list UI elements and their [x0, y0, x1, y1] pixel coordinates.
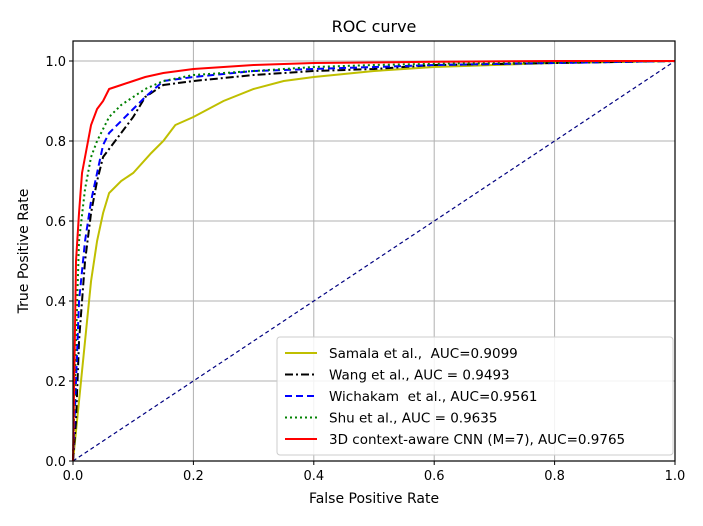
chart-title: ROC curve: [332, 17, 417, 36]
legend-box: [276, 336, 674, 456]
roc-curve-3: [72, 60, 676, 462]
legend-label: Wichakam et al., AUC=0.9561: [329, 389, 538, 405]
ticks: 0.0 0.2 0.4 0.6 0.8 1.0 0.0 0.2 0.4 0.6 0.8 1.0: [45, 55, 685, 484]
legend-label: 3D context-aware CNN (M=7), AUC=0.9765: [329, 432, 625, 448]
roc-curve-2: [72, 60, 676, 462]
legend-label: Samala et al., AUC=0.9099: [329, 346, 518, 362]
y-tick-label: 0.0: [45, 455, 66, 470]
x-axis-label: False Positive Rate: [309, 491, 439, 507]
x-tick-label: 0.8: [544, 469, 565, 484]
legend-label: Shu et al., AUC = 0.9635: [329, 411, 497, 427]
roc-curve-1: [72, 60, 676, 462]
legend: Samala et al., AUC=0.9099 Wang et al., AU…: [276, 336, 674, 456]
x-tick-label: 1.0: [665, 469, 686, 484]
legend-label: Wang et al., AUC = 0.9493: [329, 368, 510, 384]
roc-curve-4: [72, 60, 676, 462]
y-tick-label: 0.2: [45, 375, 66, 390]
x-tick-label: 0.6: [424, 469, 445, 484]
y-tick-label: 0.8: [45, 135, 66, 150]
x-tick-label: 0.0: [63, 469, 84, 484]
y-axis-label: True Positive Rate: [16, 189, 32, 315]
plot-frame: [72, 40, 676, 462]
chance-diagonal: [72, 60, 676, 462]
y-tick-label: 0.4: [45, 295, 66, 310]
curves: [72, 60, 676, 462]
y-tick-label: 1.0: [45, 55, 66, 70]
x-tick-label: 0.4: [303, 469, 324, 484]
roc-curve-5: [72, 60, 675, 462]
y-tick-label: 0.6: [45, 215, 66, 230]
x-tick-label: 0.2: [183, 469, 204, 484]
